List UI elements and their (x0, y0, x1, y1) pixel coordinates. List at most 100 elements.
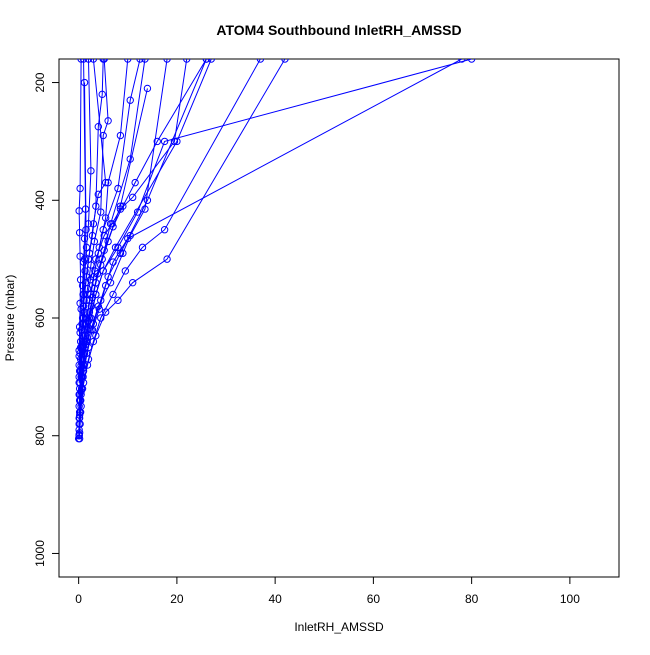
data-point (128, 278, 137, 287)
x-tick-label: 60 (367, 592, 381, 606)
x-axis: 0 20 40 60 80 100 (75, 576, 580, 606)
data-point (101, 214, 110, 222)
data-point (114, 184, 122, 193)
data-point (281, 59, 289, 63)
data-point (92, 331, 100, 340)
y-tick-label: 400 (33, 190, 47, 210)
data-point (75, 207, 83, 215)
data-point (94, 190, 102, 199)
data-point (163, 59, 171, 63)
data-point (82, 296, 91, 305)
data-point (84, 317, 93, 325)
data-point (75, 352, 83, 360)
data-point (202, 59, 211, 63)
data-point (89, 59, 98, 63)
profile-line (78, 59, 82, 351)
data-point (109, 290, 117, 299)
data-point (183, 59, 191, 63)
data-point (153, 137, 161, 146)
data-point (104, 178, 112, 187)
chart-title: ATOM4 Southbound InletRH_AMSSD (216, 22, 461, 38)
y-axis-label: Pressure (mbar) (3, 275, 17, 362)
data-point (76, 276, 85, 284)
data-point (121, 267, 130, 275)
x-tick-label: 20 (170, 592, 184, 606)
data-point (80, 234, 89, 243)
data-point (131, 178, 139, 187)
data-point (101, 281, 110, 290)
data-point (97, 314, 105, 322)
data-point (104, 237, 112, 246)
y-tick-label: 200 (33, 72, 47, 92)
data-point (97, 208, 105, 216)
x-tick-label: 40 (268, 592, 282, 606)
data-point (143, 84, 152, 93)
y-tick-label: 800 (33, 425, 47, 445)
data-point (77, 387, 85, 396)
data-point (128, 193, 137, 202)
y-tick-label: 600 (33, 308, 47, 328)
data-point (84, 59, 93, 63)
data-point (256, 59, 265, 63)
data-point (99, 59, 107, 63)
data-point (94, 122, 102, 131)
data-point (126, 155, 134, 163)
data-point (92, 255, 100, 263)
profile-line (78, 59, 87, 357)
data-point (79, 364, 87, 372)
data-point (82, 243, 91, 252)
data-point (467, 59, 476, 63)
data-point (101, 308, 110, 316)
profile-series (75, 59, 85, 355)
data-point (104, 117, 112, 125)
x-tick-label: 0 (75, 592, 82, 606)
data-point (86, 276, 95, 284)
data-point (79, 59, 88, 63)
data-point (100, 231, 108, 240)
profile-series (75, 59, 90, 360)
data-point (76, 252, 84, 260)
data-point (163, 255, 171, 263)
data-point (170, 137, 179, 146)
data-point (100, 246, 108, 255)
data-point (143, 196, 152, 204)
x-tick-label: 80 (465, 592, 479, 606)
data-point (75, 432, 83, 440)
profile-line (78, 59, 207, 436)
data-point (101, 178, 110, 187)
profile-line (78, 59, 188, 439)
data-point (77, 59, 85, 63)
data-point (124, 234, 132, 243)
y-axis: 200 400 600 800 1000 (33, 72, 60, 567)
data-point (124, 59, 132, 63)
series-layer (74, 59, 476, 443)
data-point (160, 137, 169, 146)
data-point (119, 202, 127, 210)
data-point (75, 411, 84, 419)
data-point (109, 223, 117, 231)
data-point (98, 90, 106, 99)
y-tick-label: 1000 (33, 540, 47, 567)
data-point (99, 131, 107, 140)
data-point (87, 167, 95, 175)
data-point (75, 228, 84, 237)
x-tick-label: 100 (560, 592, 580, 606)
data-point (138, 243, 147, 252)
data-point (76, 184, 84, 193)
data-point (104, 273, 112, 281)
data-point (116, 131, 125, 140)
data-point (136, 59, 144, 63)
data-point (81, 267, 89, 275)
data-point (141, 59, 149, 63)
data-point (88, 293, 97, 302)
data-point (126, 96, 134, 104)
data-point (111, 243, 120, 252)
x-axis-label: InletRH_AMSSD (294, 620, 384, 634)
data-point (160, 226, 169, 234)
data-point (93, 270, 102, 278)
data-point (458, 59, 466, 63)
data-point (97, 296, 105, 305)
data-point (173, 137, 181, 146)
